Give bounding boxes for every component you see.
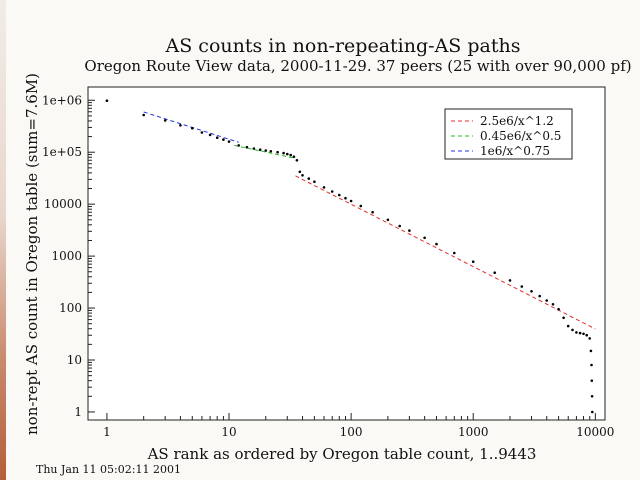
data-point: [398, 224, 402, 228]
data-point: [142, 113, 145, 117]
footer-timestamp: Thu Jan 11 05:02:11 2001: [36, 463, 181, 476]
data-point: [237, 144, 240, 147]
data-point: [589, 349, 593, 353]
data-point: [453, 251, 456, 255]
data-point: [471, 260, 475, 264]
data-point: [258, 148, 262, 151]
fit-line-1: [233, 144, 296, 159]
data-point: [590, 395, 594, 398]
data-point: [289, 153, 293, 157]
data-point: [222, 138, 225, 141]
data-point: [330, 190, 334, 193]
data-point: [386, 218, 390, 222]
data-point: [307, 177, 311, 180]
x-tick-label: 1: [103, 425, 111, 439]
data-point: [493, 271, 497, 275]
data-point: [423, 236, 426, 240]
data-point: [562, 316, 565, 320]
y-axis-label: non-rept AS count in Oregon table (sum=7…: [23, 73, 41, 435]
data-point: [371, 210, 374, 214]
data-point: [191, 126, 194, 130]
data-point: [435, 242, 438, 246]
data-point: [575, 331, 578, 334]
data-point: [322, 186, 326, 189]
data-point: [338, 193, 341, 197]
data-points-layer: [105, 99, 594, 414]
chart-subtitle: Oregon Route View data, 2000-11-29. 37 p…: [84, 57, 631, 75]
data-point: [252, 147, 256, 150]
y-tick-label: 1: [74, 405, 82, 419]
data-point: [578, 331, 582, 335]
x-axis-label: AS rank as ordered by Oregon table count…: [147, 445, 537, 463]
data-point: [359, 204, 363, 208]
data-point: [179, 124, 182, 127]
y-tick-label: 1e+06: [42, 93, 82, 107]
data-point: [200, 131, 204, 134]
data-point: [582, 332, 585, 336]
fit-lines-layer: [143, 111, 596, 330]
data-point: [301, 174, 304, 177]
data-point: [276, 150, 279, 154]
legend-label: 1e6/x^0.75: [480, 144, 550, 158]
legend-label: 2.5e6/x^1.2: [480, 114, 554, 128]
data-point: [295, 159, 299, 162]
data-point: [588, 337, 591, 340]
fit-line-0: [295, 175, 596, 330]
data-point: [530, 290, 533, 293]
data-point: [313, 180, 316, 183]
y-tick-label: 10000: [44, 197, 82, 211]
data-point: [508, 279, 512, 282]
data-point: [163, 119, 167, 122]
ticks-layer: 1 10 100 1000 10000 1 10 100 1000 10000 1e+05 1e+06: [42, 93, 614, 439]
data-point: [105, 99, 109, 102]
data-point: [538, 294, 541, 298]
left-decorative-bar: [0, 0, 6, 480]
data-point: [520, 285, 524, 288]
chart-title: AS counts in non-repeating-AS paths: [165, 35, 521, 57]
data-point: [585, 333, 588, 337]
x-tick-label: 100: [340, 425, 363, 439]
data-point: [571, 328, 574, 332]
x-tick-label: 10000: [576, 425, 614, 439]
data-point: [292, 155, 296, 158]
data-point: [215, 136, 219, 139]
x-tick-label: 10: [221, 425, 236, 439]
y-tick-label: 100: [59, 301, 82, 315]
data-point: [282, 151, 285, 155]
data-point: [590, 363, 593, 367]
data-point: [208, 133, 212, 137]
data-point: [557, 307, 560, 311]
data-point: [264, 149, 268, 152]
data-point: [227, 140, 231, 143]
y-tick-label: 1e+05: [42, 145, 82, 159]
data-point: [269, 150, 273, 153]
data-point: [566, 324, 570, 328]
x-tick-label: 1000: [458, 425, 489, 439]
data-point: [349, 199, 353, 203]
fit-line-2: [143, 111, 239, 143]
data-point: [286, 152, 289, 156]
data-point: [551, 303, 555, 306]
legend-label: 0.45e6/x^0.5: [480, 129, 561, 143]
data-point: [408, 229, 411, 232]
data-point: [545, 299, 548, 302]
data-point: [245, 145, 249, 149]
data-point: [344, 196, 347, 200]
y-tick-label: 10: [67, 353, 82, 367]
data-point: [590, 379, 594, 383]
data-point: [591, 410, 594, 414]
y-tick-label: 1000: [51, 249, 82, 263]
data-point: [298, 170, 302, 174]
